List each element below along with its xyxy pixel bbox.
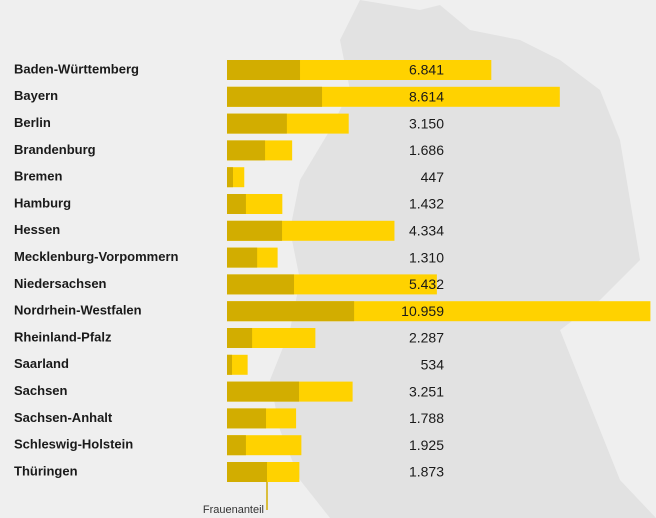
category-label: Saarland bbox=[14, 356, 69, 371]
bar-women bbox=[227, 354, 233, 375]
value-label: 6.841 bbox=[409, 62, 444, 78]
category-label: Sachsen-Anhalt bbox=[14, 410, 113, 425]
bar-women bbox=[227, 408, 267, 429]
bar-women bbox=[227, 274, 295, 295]
bar-women bbox=[227, 140, 266, 161]
bar-women bbox=[227, 435, 246, 456]
value-label: 1.925 bbox=[409, 437, 444, 453]
bar-women bbox=[227, 247, 258, 268]
value-label: 3.251 bbox=[409, 383, 444, 399]
bar-women bbox=[227, 86, 323, 107]
bar-total bbox=[227, 354, 248, 375]
value-label: 4.334 bbox=[409, 223, 444, 239]
bar-women bbox=[227, 60, 301, 80]
value-label: 447 bbox=[421, 169, 445, 185]
category-label: Rheinland-Pfalz bbox=[14, 329, 112, 344]
category-label: Niedersachsen bbox=[14, 276, 107, 291]
bar-women bbox=[227, 462, 267, 482]
bar-women bbox=[227, 194, 246, 214]
legend-label: Frauenanteil bbox=[203, 504, 264, 516]
value-label: 10.959 bbox=[401, 303, 444, 319]
category-label: Nordrhein-Westfalen bbox=[14, 303, 142, 318]
category-label: Hessen bbox=[14, 222, 60, 237]
value-label: 2.287 bbox=[409, 330, 444, 346]
bar-women bbox=[227, 381, 300, 402]
value-label: 3.150 bbox=[409, 115, 444, 131]
category-label: Berlin bbox=[14, 115, 51, 130]
category-label: Mecklenburg-Vorpommern bbox=[14, 249, 179, 264]
category-label: Bremen bbox=[14, 169, 62, 184]
value-label: 1.873 bbox=[409, 464, 444, 480]
value-label: 5.432 bbox=[409, 276, 444, 292]
bar-women bbox=[227, 328, 253, 348]
value-label: 8.614 bbox=[409, 89, 444, 105]
category-label: Sachsen bbox=[14, 383, 68, 398]
category-label: Bayern bbox=[14, 88, 58, 103]
value-label: 1.432 bbox=[409, 196, 444, 212]
category-label: Baden-Württemberg bbox=[14, 61, 139, 76]
value-label: 1.788 bbox=[409, 410, 444, 426]
value-label: 1.310 bbox=[409, 249, 444, 265]
map-silhouette bbox=[270, 0, 656, 518]
value-label: 1.686 bbox=[409, 142, 444, 158]
bar-women bbox=[227, 167, 233, 188]
category-label: Hamburg bbox=[14, 195, 71, 210]
category-label: Brandenburg bbox=[14, 142, 96, 157]
bar-women bbox=[227, 301, 355, 322]
category-label: Thüringen bbox=[14, 463, 78, 478]
value-label: 534 bbox=[421, 357, 445, 373]
bar-women bbox=[227, 220, 283, 241]
category-label: Schleswig-Holstein bbox=[14, 437, 133, 452]
bar-women bbox=[227, 113, 287, 134]
